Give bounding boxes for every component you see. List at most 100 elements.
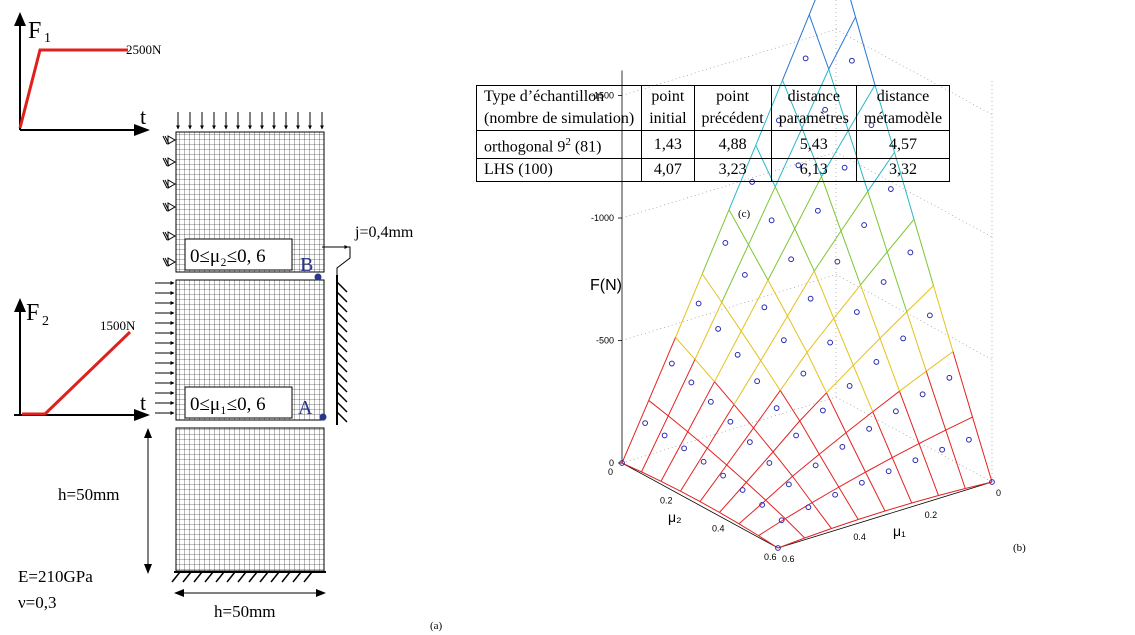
- surface-mesh-line: [831, 519, 859, 529]
- surface-mesh-line: [733, 404, 754, 429]
- surface-mesh-line: [687, 381, 715, 432]
- surface-mesh-line: [828, 16, 856, 70]
- header-metamodel-distance-sub: métamodèle: [855, 108, 951, 131]
- surface-mesh-line: [918, 443, 939, 496]
- surface-mesh-line: [855, 16, 876, 86]
- cell-value: 3,32: [855, 158, 951, 183]
- row-sample-type: LHS (100): [475, 158, 643, 183]
- surface-mesh-line: [779, 390, 801, 422]
- surface-mesh-line: [699, 501, 720, 513]
- surface-mesh-line: [818, 453, 840, 488]
- cell-value: 6,13: [770, 158, 857, 183]
- roller-support: [167, 202, 177, 212]
- x-axis-label: μ₂: [668, 509, 682, 525]
- surface-mesh-line: [660, 480, 681, 492]
- surface-mesh-line: [833, 284, 861, 319]
- f1-value: 2500N: [126, 42, 162, 57]
- surface-mesh-line: [694, 302, 723, 360]
- sample-point: [722, 240, 729, 246]
- sample-point: [800, 370, 807, 377]
- youngs-modulus: E=210GPa: [18, 567, 93, 586]
- results-table: Type d’échantillon point point distance …: [475, 85, 951, 183]
- surface-mesh-line: [899, 391, 920, 444]
- surface-mesh-line: [680, 490, 701, 502]
- surface-mesh-line: [706, 404, 735, 449]
- sample-point: [861, 222, 868, 228]
- surface-mesh-line: [721, 301, 742, 332]
- surface-mesh-line: [838, 486, 859, 520]
- surface-mesh-line: [740, 330, 762, 361]
- table-header-row: (nombre de simulation) initial précédent…: [475, 108, 951, 131]
- surface-mesh-line: [738, 523, 759, 537]
- sample-point: [802, 55, 809, 62]
- surface-mesh-line: [806, 352, 827, 394]
- f2-label: F: [26, 300, 39, 326]
- row-sample-type: orthogonal 92 (81): [475, 129, 643, 160]
- surface-mesh-line: [872, 411, 893, 458]
- surface-mesh-line: [826, 364, 854, 394]
- point-b-label: B: [300, 254, 313, 276]
- header-previous-point: point: [693, 85, 772, 108]
- x-tick-label: 0: [608, 467, 613, 477]
- caption-b: (b): [1013, 542, 1026, 554]
- cell-value: 4,07: [641, 158, 695, 183]
- surface-mesh-line: [687, 431, 708, 449]
- surface-mesh-line: [886, 251, 908, 312]
- cell-value: 1,43: [641, 129, 695, 160]
- surface-mesh-line: [879, 338, 900, 392]
- sample-point: [939, 446, 946, 453]
- surface-mesh-line: [740, 279, 769, 332]
- surface-mesh-line: [879, 311, 908, 339]
- sample-point: [668, 360, 675, 367]
- surface-mesh-line: [899, 370, 927, 392]
- surface-mesh-line: [913, 219, 934, 286]
- y-tick-label: 0.6: [782, 554, 795, 564]
- surface-mesh-line: [852, 337, 881, 366]
- x-tick-label: 0.6: [764, 552, 777, 562]
- z-tick-label: -500: [596, 336, 614, 346]
- surface-mesh-line: [811, 486, 840, 504]
- surface-mesh-line: [808, 0, 816, 15]
- sample-point: [812, 462, 819, 469]
- surface-mesh-line: [719, 511, 740, 525]
- f1-t-label: t: [140, 104, 146, 129]
- surface-mesh-line: [675, 273, 703, 338]
- x-tick-label: 0.4: [712, 524, 725, 534]
- surface-mesh-line: [767, 279, 788, 317]
- sample-point: [880, 279, 887, 285]
- sample-point: [681, 445, 688, 452]
- surface-mesh-line: [660, 431, 689, 482]
- sample-point: [715, 326, 722, 332]
- sample-point: [989, 479, 995, 485]
- surface-mesh-line: [858, 510, 886, 520]
- surface-mesh-line: [719, 482, 747, 513]
- surface-mesh-line: [850, 0, 856, 18]
- f1-load-graph: F 1 2500N t: [14, 12, 162, 136]
- sample-point: [873, 359, 880, 365]
- sample-point: [807, 295, 814, 302]
- surface-mesh-line: [748, 244, 769, 281]
- z-tick-label: 0: [609, 458, 614, 468]
- surface-mesh-line: [792, 453, 820, 477]
- surface-mesh-line: [945, 416, 973, 431]
- surface-mesh-line: [765, 499, 786, 519]
- surface-mesh-line: [838, 471, 866, 488]
- point-a-marker: [319, 413, 327, 421]
- roller-supports: [162, 135, 177, 267]
- header-param-distance-sub: paramètres: [770, 108, 857, 131]
- f2-load-graph: F 2 1500N t: [14, 298, 150, 421]
- surface-mesh-line: [726, 427, 754, 466]
- surface-mesh-line: [884, 502, 912, 512]
- surface-mesh-line: [621, 400, 650, 464]
- left-pressure-arrows: [155, 281, 175, 415]
- sample-point: [965, 436, 972, 443]
- roller-support: [167, 135, 177, 145]
- caption-a: (a): [430, 620, 443, 632]
- right-wall-hatch: [336, 281, 348, 423]
- surface-mesh-line: [872, 390, 900, 413]
- sample-point: [892, 408, 899, 415]
- surface-mesh-line: [753, 390, 781, 429]
- surface-mesh-line: [680, 447, 708, 492]
- surface-mesh-line: [721, 244, 749, 303]
